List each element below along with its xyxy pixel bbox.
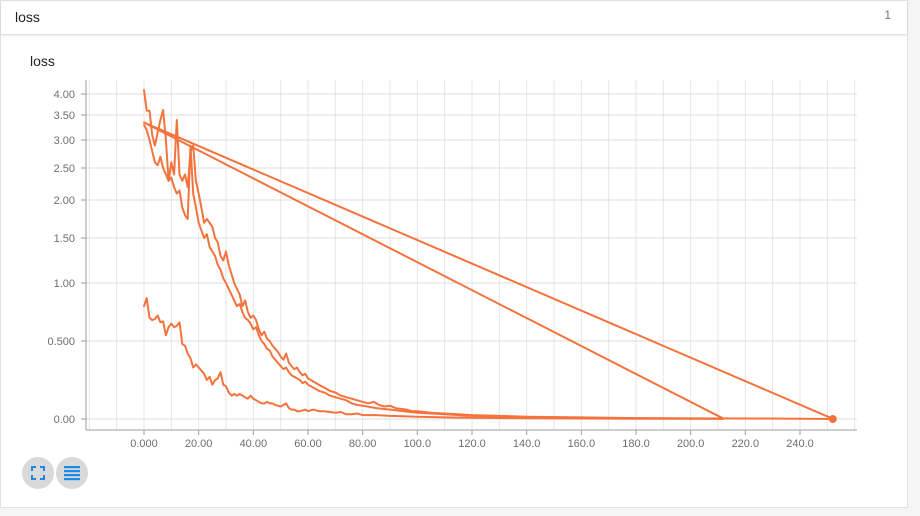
series-line-3 <box>143 124 725 420</box>
series-end-point <box>828 415 837 423</box>
x-tick-label: 60.00 <box>294 438 322 450</box>
x-tick-label: 200.0 <box>677 438 705 450</box>
axis-layer: 0.000 20.00 40.00 60.00 80.00 100.0 120.0 140.0… <box>47 80 857 450</box>
expand-button[interactable] <box>22 457 54 489</box>
y-tick-label: 2.00 <box>54 195 75 207</box>
grid-layer <box>86 80 857 430</box>
x-tick-label: 180.0 <box>622 438 650 450</box>
x-tick-label: 120.0 <box>458 438 486 450</box>
x-tick-label: 220.0 <box>732 438 760 450</box>
x-tick-label: 20.00 <box>185 438 213 450</box>
x-tick-label: 40.00 <box>240 438 268 450</box>
y-tick-label: 4.00 <box>54 89 75 101</box>
expand-icon <box>30 465 46 481</box>
x-tick-label: 140.0 <box>513 438 541 450</box>
y-tick-label: 0.500 <box>47 336 75 348</box>
x-tick-label: 160.0 <box>568 438 596 450</box>
series-layer <box>143 89 837 423</box>
chart-card: loss 1 <box>0 0 908 508</box>
y-tick-label: 1.00 <box>54 278 75 290</box>
list-icon <box>63 465 81 481</box>
chart-title: loss <box>30 53 55 69</box>
series-line-1 <box>143 121 834 420</box>
x-tick-label: 80.00 <box>349 438 377 450</box>
y-tick-label: 2.50 <box>54 163 75 175</box>
y-tick-label: 3.00 <box>54 135 75 147</box>
y-tick-label: 1.50 <box>54 233 75 245</box>
x-tick-label: 0.000 <box>130 438 158 450</box>
series-line-2 <box>143 89 834 420</box>
y-tick-label: 3.50 <box>54 110 75 122</box>
card-title: loss <box>15 9 40 25</box>
card-header[interactable]: loss 1 <box>1 1 907 35</box>
x-tick-label: 240.0 <box>786 438 814 450</box>
data-list-button[interactable] <box>56 457 88 489</box>
card-count: 1 <box>884 8 891 22</box>
y-tick-label: 0.00 <box>54 414 75 426</box>
x-tick-label: 100.0 <box>404 438 432 450</box>
